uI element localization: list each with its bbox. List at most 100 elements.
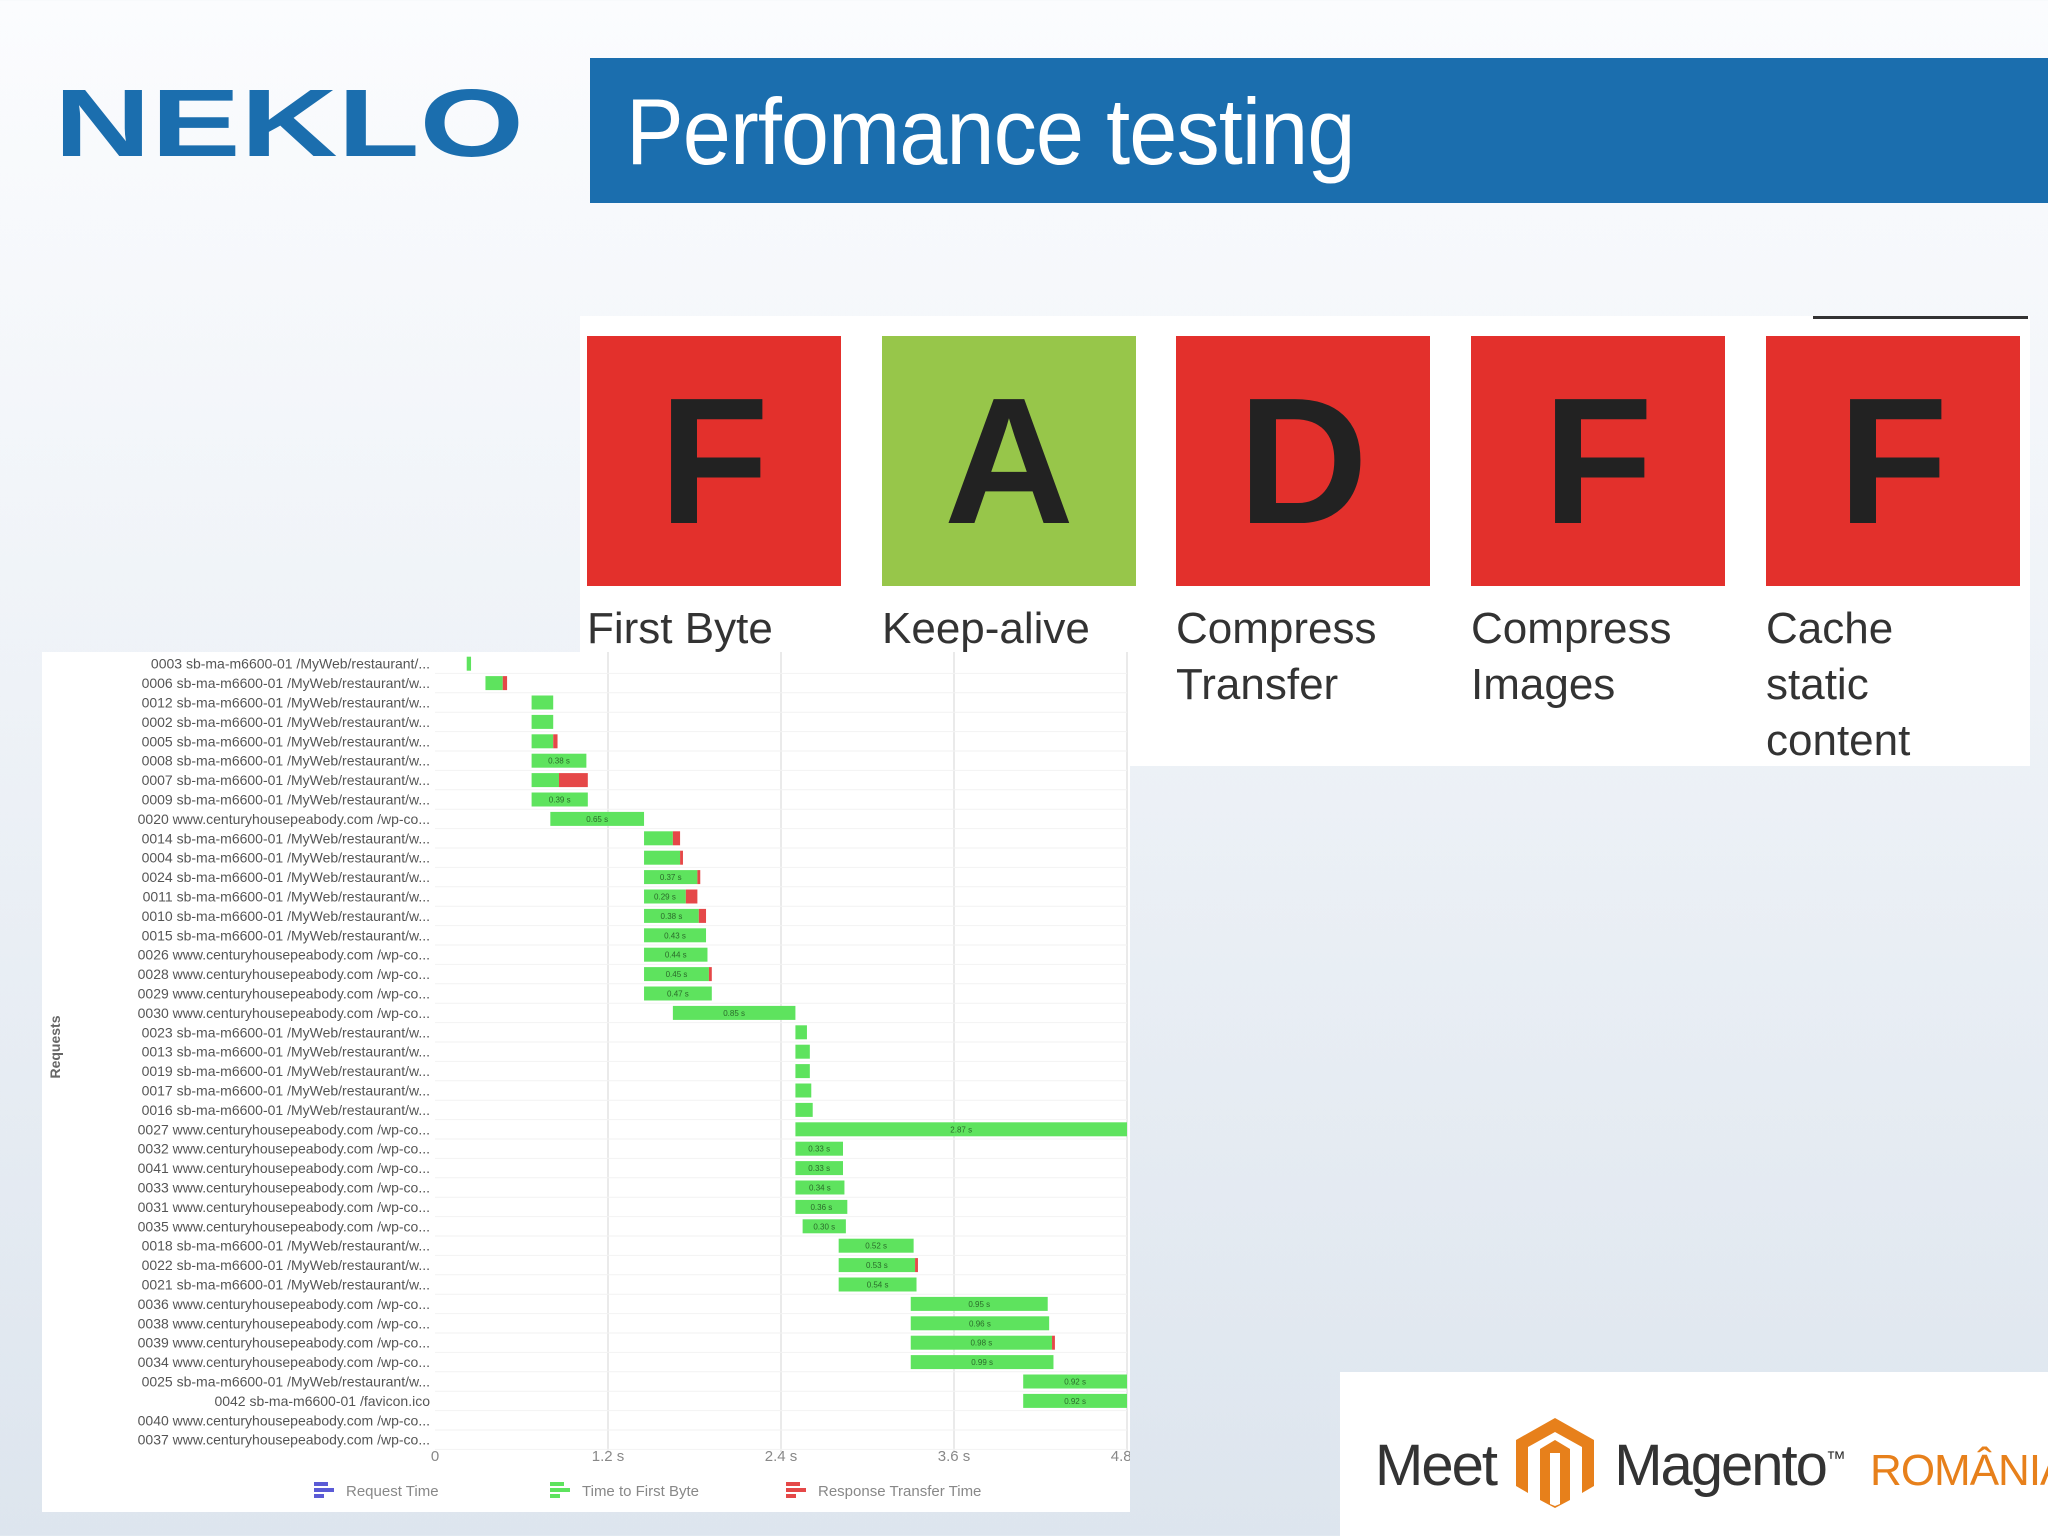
bar-label: 0.92 s xyxy=(1064,1378,1086,1387)
ttfb-bar xyxy=(531,734,554,749)
meet-magento-logo: Meet Magento™ ROMÂNIA xyxy=(1340,1372,2048,1536)
request-label: 0038 www.centuryhousepeabody.com /wp-co.… xyxy=(138,1315,430,1331)
request-label: 0039 www.centuryhousepeabody.com /wp-co.… xyxy=(138,1335,430,1351)
request-label: 0017 sb-ma-m6600-01 /MyWeb/restaurant/w.… xyxy=(142,1083,430,1099)
bar-label: 0.29 s xyxy=(654,893,676,902)
grade-letter: A xyxy=(882,336,1136,586)
ttfb-bar xyxy=(838,1258,916,1273)
ttfb-bar xyxy=(1023,1374,1127,1389)
transfer-bar xyxy=(672,831,681,846)
divider xyxy=(1813,316,2028,319)
transfer-bar xyxy=(698,908,707,923)
neklo-logo-text: NEKLO xyxy=(54,84,524,164)
request-label: 0016 sb-ma-m6600-01 /MyWeb/restaurant/w.… xyxy=(142,1102,430,1118)
neklo-logo: NEKLO xyxy=(54,84,524,164)
legend-swatch xyxy=(786,1482,800,1486)
bar-label: 0.52 s xyxy=(865,1242,887,1251)
bar-label: 0.38 s xyxy=(548,757,570,766)
request-label: 0006 sb-ma-m6600-01 /MyWeb/restaurant/w.… xyxy=(142,675,430,691)
ttfb-bar xyxy=(531,714,554,729)
transfer-bar xyxy=(685,889,698,904)
legend-swatch xyxy=(314,1482,328,1486)
bar-label: 0.54 s xyxy=(867,1281,889,1290)
bar-label: 0.99 s xyxy=(971,1358,993,1367)
request-label: 0041 www.centuryhousepeabody.com /wp-co.… xyxy=(138,1160,430,1176)
request-label: 0031 www.centuryhousepeabody.com /wp-co.… xyxy=(138,1199,430,1215)
bar-label: 0.47 s xyxy=(667,990,689,999)
legend-label: Time to First Byte xyxy=(582,1483,699,1500)
romania-word: ROMÂNIA xyxy=(1870,1446,2048,1496)
ttfb-bar xyxy=(644,986,712,1001)
ttfb-bar xyxy=(795,1102,813,1117)
bar-label: 0.33 s xyxy=(808,1145,830,1154)
ttfb-bar xyxy=(795,1180,845,1195)
ttfb-bar xyxy=(672,1005,796,1020)
waterfall-svg: 0003 sb-ma-m6600-01 /MyWeb/restaurant/..… xyxy=(47,652,1130,1500)
bar-label: 0.38 s xyxy=(661,912,683,921)
bar-label: 0.96 s xyxy=(969,1319,991,1328)
legend-swatch xyxy=(550,1482,564,1486)
request-label: 0026 www.centuryhousepeabody.com /wp-co.… xyxy=(138,947,430,963)
request-label: 0014 sb-ma-m6600-01 /MyWeb/restaurant/w.… xyxy=(142,830,430,846)
y-axis-label: Requests xyxy=(47,1015,63,1078)
ttfb-bar xyxy=(644,908,699,923)
ttfb-bar xyxy=(910,1316,1050,1331)
grade-label: Compress Images xyxy=(1471,604,1672,709)
ttfb-bar xyxy=(795,1141,843,1156)
grade-label: Cache static content xyxy=(1766,604,1911,765)
legend-swatch xyxy=(786,1494,796,1498)
grade-letter: D xyxy=(1176,336,1430,586)
bar-label: 0.37 s xyxy=(660,873,682,882)
ttfb-bar xyxy=(795,1025,807,1040)
transfer-bar xyxy=(1052,1335,1055,1350)
request-label: 0010 sb-ma-m6600-01 /MyWeb/restaurant/w.… xyxy=(142,908,430,924)
request-label: 0002 sb-ma-m6600-01 /MyWeb/restaurant/w.… xyxy=(142,714,430,730)
ttfb-bar xyxy=(795,1122,1127,1137)
request-label: 0009 sb-ma-m6600-01 /MyWeb/restaurant/w.… xyxy=(142,792,430,808)
ttfb-bar xyxy=(644,928,707,943)
ttfb-bar xyxy=(838,1277,917,1292)
request-label: 0012 sb-ma-m6600-01 /MyWeb/restaurant/w.… xyxy=(142,695,430,711)
ttfb-bar xyxy=(910,1355,1054,1370)
x-tick-label: 3.6 s xyxy=(938,1448,971,1465)
request-label: 0034 www.centuryhousepeabody.com /wp-co.… xyxy=(138,1354,430,1370)
x-tick-label: 1.2 s xyxy=(592,1448,625,1465)
bar-label: 0.39 s xyxy=(549,796,571,805)
bar-label: 2.87 s xyxy=(950,1125,972,1134)
waterfall-chart: 0003 sb-ma-m6600-01 /MyWeb/restaurant/..… xyxy=(42,652,1130,1512)
bar-label: 0.53 s xyxy=(866,1261,888,1270)
x-tick-label: 0 xyxy=(431,1448,439,1465)
ttfb-bar xyxy=(1023,1393,1127,1408)
ttfb-bar xyxy=(485,676,503,691)
legend-swatch xyxy=(550,1488,570,1492)
bar-label: 0.65 s xyxy=(586,815,608,824)
ttfb-bar xyxy=(838,1238,914,1253)
bar-label: 0.33 s xyxy=(808,1164,830,1173)
request-label: 0008 sb-ma-m6600-01 /MyWeb/restaurant/w.… xyxy=(142,753,430,769)
grade-letter: F xyxy=(1766,336,2020,586)
transfer-bar xyxy=(708,967,712,982)
magento-word: Magento xyxy=(1614,1433,1828,1499)
request-label: 0022 sb-ma-m6600-01 /MyWeb/restaurant/w.… xyxy=(142,1257,430,1273)
request-label: 0020 www.centuryhousepeabody.com /wp-co.… xyxy=(138,811,430,827)
legend-swatch xyxy=(786,1488,806,1492)
grade-tile: F Compress Images xyxy=(1471,336,1725,713)
request-label: 0013 sb-ma-m6600-01 /MyWeb/restaurant/w.… xyxy=(142,1044,430,1060)
request-label: 0029 www.centuryhousepeabody.com /wp-co.… xyxy=(138,986,430,1002)
request-label: 0019 sb-ma-m6600-01 /MyWeb/restaurant/w.… xyxy=(142,1063,430,1079)
request-label: 0033 www.centuryhousepeabody.com /wp-co.… xyxy=(138,1180,430,1196)
grade-label: Compress Transfer xyxy=(1176,604,1377,709)
slide-title: Perfomance testing xyxy=(626,79,1355,184)
grade-tile: D Compress Transfer xyxy=(1176,336,1430,713)
legend-label: Request Time xyxy=(346,1483,439,1500)
ttfb-bar xyxy=(795,1199,848,1214)
legend-swatch xyxy=(314,1494,324,1498)
grade-letter: F xyxy=(587,336,841,586)
ttfb-bar xyxy=(644,947,708,962)
request-label: 0004 sb-ma-m6600-01 /MyWeb/restaurant/w.… xyxy=(142,850,430,866)
transfer-bar xyxy=(680,850,683,865)
ttfb-bar xyxy=(802,1219,846,1234)
request-label: 0040 www.centuryhousepeabody.com /wp-co.… xyxy=(138,1412,430,1428)
request-label: 0023 sb-ma-m6600-01 /MyWeb/restaurant/w.… xyxy=(142,1024,430,1040)
